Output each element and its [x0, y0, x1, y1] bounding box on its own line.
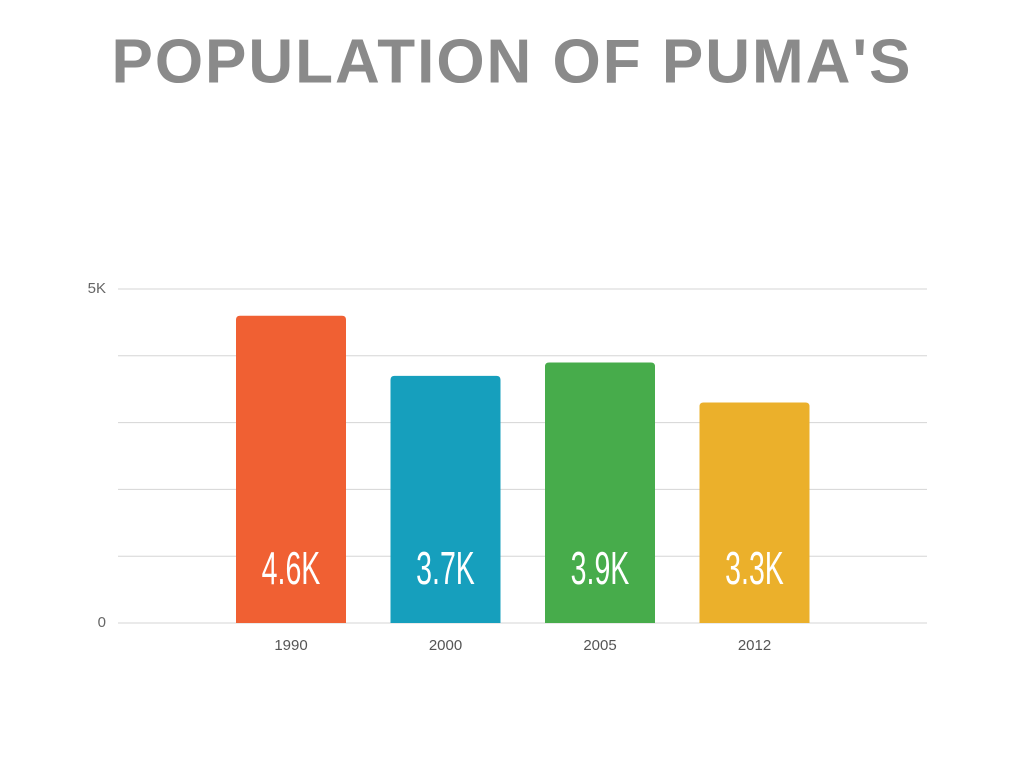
bar	[236, 315, 346, 623]
x-tick-label: 1990	[274, 637, 307, 654]
bar	[699, 402, 810, 623]
x-tick-label: 2005	[583, 637, 616, 654]
y-tick-label: 5K	[88, 280, 106, 297]
y-tick-label: 0	[98, 614, 106, 631]
value-label: 3.9K	[571, 543, 630, 595]
value-label: 3.7K	[416, 543, 475, 595]
chart-title: POPULATION OF PUMA'S	[111, 27, 912, 96]
bar	[545, 362, 655, 623]
bar	[390, 375, 501, 623]
value-label: 3.3K	[725, 543, 784, 595]
x-tick-label: 2000	[429, 637, 462, 654]
x-tick-label: 2012	[738, 637, 771, 654]
value-label: 4.6K	[262, 543, 321, 595]
